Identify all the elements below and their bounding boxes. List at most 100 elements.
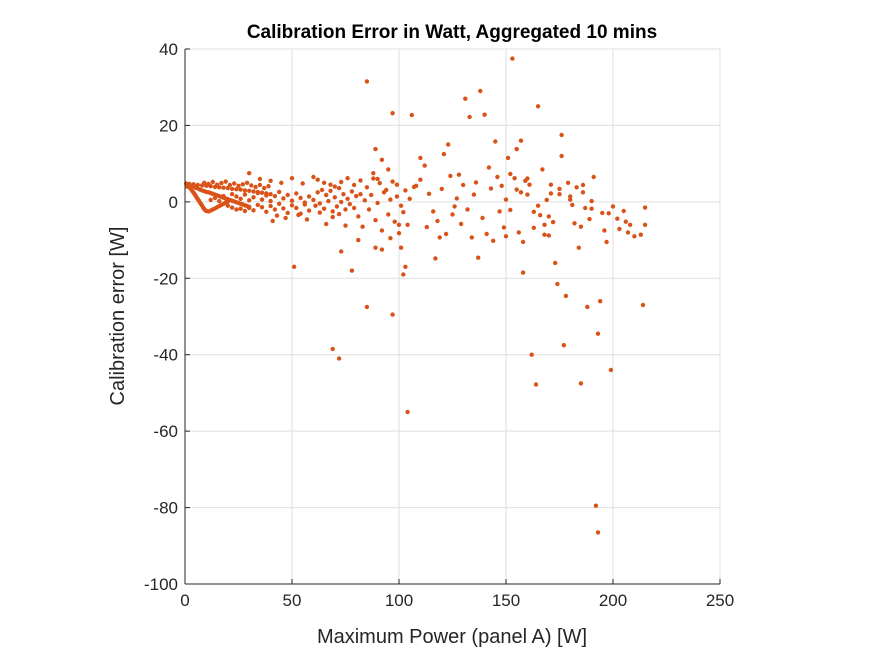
data-point [598, 299, 603, 304]
data-point [264, 193, 269, 198]
data-point [259, 205, 265, 210]
data-point [627, 222, 633, 227]
data-point [366, 207, 372, 212]
data-point [589, 198, 594, 204]
data-point [570, 202, 575, 208]
data-point [187, 181, 192, 187]
data-point [259, 190, 265, 195]
data-point [555, 281, 560, 287]
data-point [379, 157, 385, 162]
data-point [291, 264, 297, 269]
data-point [441, 151, 447, 157]
data-point [520, 270, 526, 275]
data-point [499, 183, 504, 188]
data-point [255, 190, 260, 196]
data-point [229, 205, 235, 210]
data-point [279, 180, 284, 185]
data-point [262, 185, 267, 191]
data-point [600, 210, 605, 216]
data-point [640, 302, 646, 308]
data-point [358, 192, 363, 197]
data-point [559, 153, 564, 159]
data-point [503, 234, 509, 239]
data-point [332, 184, 337, 189]
data-point [413, 183, 419, 188]
x-tick-label: 250 [706, 591, 734, 610]
data-point [381, 190, 387, 195]
data-point [336, 185, 342, 191]
data-point [473, 180, 479, 185]
data-point [587, 216, 592, 222]
data-point [452, 204, 457, 209]
data-point [242, 208, 248, 214]
data-point [300, 181, 305, 186]
data-point [313, 203, 318, 208]
data-point [354, 193, 359, 199]
data-point [272, 193, 278, 199]
data-point [518, 138, 524, 143]
data-point [377, 180, 382, 186]
y-axis-label: Calibration error [W] [107, 227, 129, 406]
data-point [358, 178, 363, 183]
data-point [227, 182, 233, 188]
x-tick-label: 200 [599, 591, 627, 610]
data-point [281, 196, 286, 201]
data-point [595, 530, 601, 535]
data-point [544, 197, 549, 203]
data-point [351, 205, 357, 211]
data-point [531, 209, 536, 214]
data-point [557, 186, 562, 192]
data-point [465, 207, 470, 212]
data-point [289, 203, 295, 208]
data-point [508, 207, 513, 213]
data-point [512, 176, 517, 181]
plot-area [185, 49, 720, 584]
data-point [542, 232, 547, 237]
data-point [514, 187, 519, 192]
data-point [422, 163, 427, 168]
data-point [223, 179, 228, 184]
data-points [183, 56, 648, 535]
data-point [317, 201, 322, 206]
data-point [386, 212, 391, 217]
axes [184, 48, 721, 585]
data-point [356, 214, 361, 219]
data-point [274, 213, 280, 218]
data-point [334, 204, 340, 209]
data-point [563, 293, 569, 299]
data-point [371, 171, 376, 176]
data-point [418, 177, 423, 182]
data-point [234, 207, 239, 212]
data-point [345, 196, 350, 201]
data-point [375, 200, 380, 206]
y-tick-label: -20 [153, 269, 178, 288]
data-point [467, 114, 472, 120]
data-point [561, 343, 566, 348]
data-point [343, 223, 348, 228]
data-point [341, 192, 346, 197]
data-point [390, 179, 395, 184]
data-point [435, 218, 440, 224]
data-point [405, 409, 410, 415]
data-point [289, 176, 295, 181]
data-point [437, 235, 442, 240]
y-tick-label: -80 [153, 499, 178, 518]
data-point [221, 193, 226, 199]
data-point [431, 209, 436, 214]
data-point [251, 208, 256, 213]
data-point [311, 197, 316, 203]
data-point [578, 224, 584, 229]
data-point [491, 238, 496, 243]
data-point [281, 206, 286, 211]
y-tick-label: 40 [159, 40, 178, 59]
data-point [351, 182, 357, 188]
data-point [362, 198, 367, 203]
data-point [471, 192, 477, 197]
data-point [364, 79, 370, 84]
data-point [508, 171, 513, 177]
data-point [602, 228, 607, 233]
data-point [339, 249, 344, 254]
data-point [195, 182, 200, 188]
data-point [336, 211, 342, 217]
